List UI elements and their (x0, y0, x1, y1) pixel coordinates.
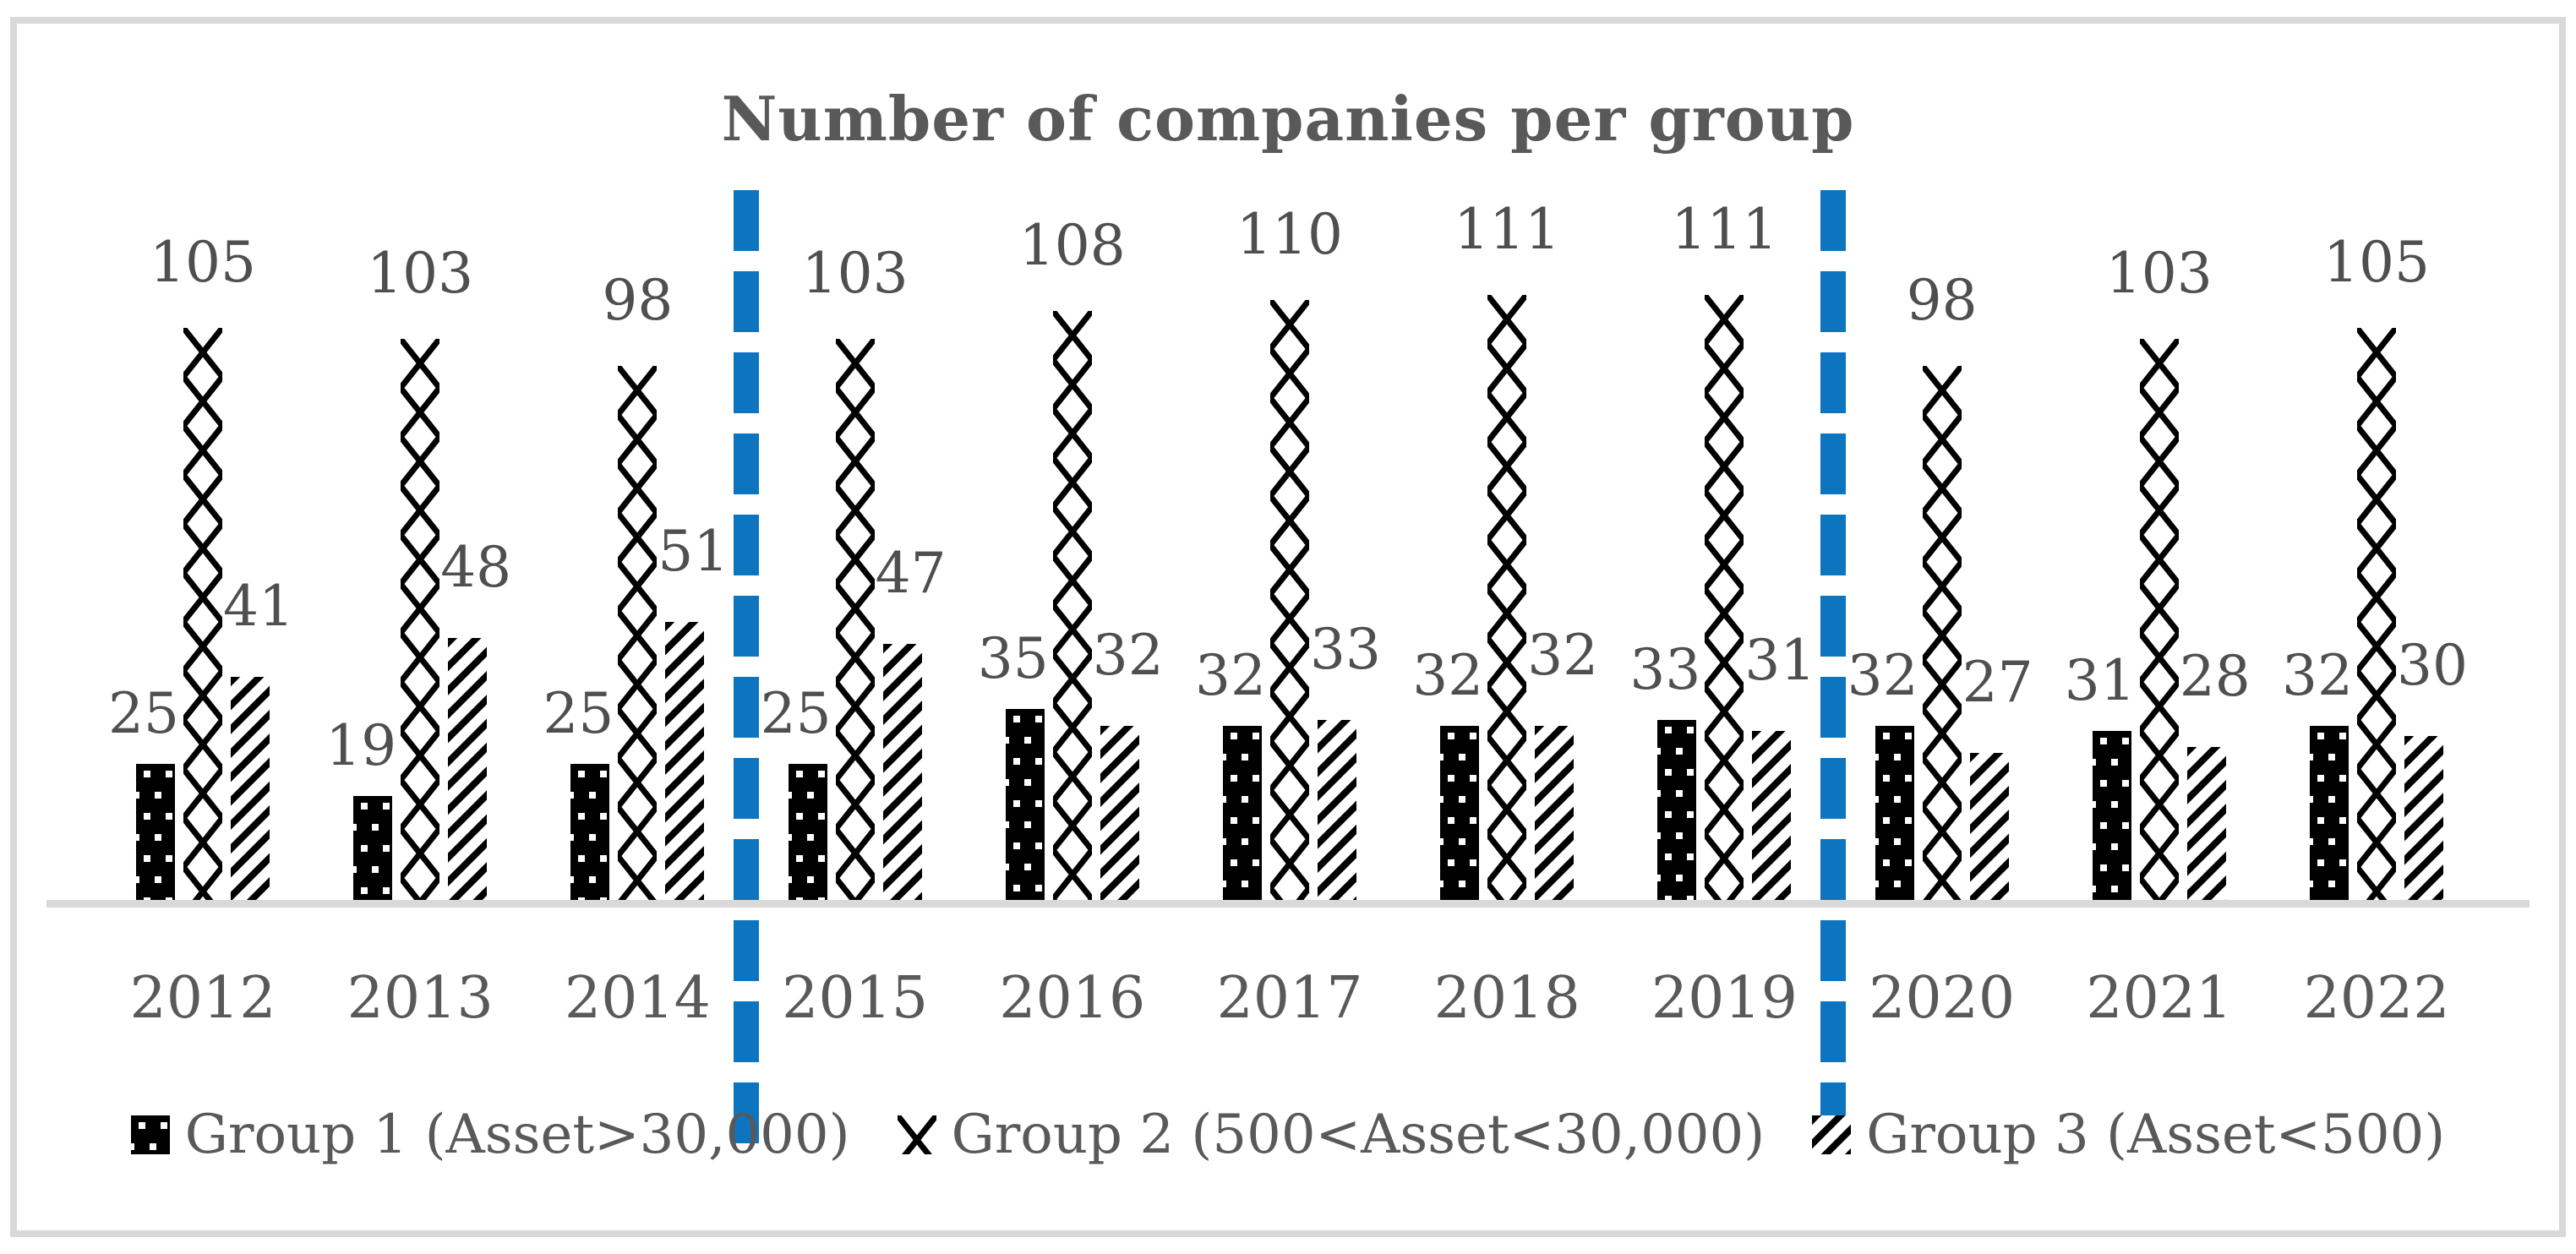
bar-group1-2020 (1875, 726, 1914, 900)
x-axis-label-2016: 2016 (999, 965, 1146, 1032)
bar-group2-2012 (183, 328, 222, 900)
bar-group3-2014 (665, 622, 705, 900)
x-axis-label-2022: 2022 (2303, 965, 2450, 1032)
data-label-group2-2012: 105 (150, 230, 256, 295)
data-label-group1-2013: 19 (325, 713, 397, 778)
bar-group2-2021 (2139, 339, 2179, 900)
legend: Group 1 (Asset>30,000) Group 2 (500<Asse… (0, 1104, 2576, 1166)
bar-group2-2019 (1705, 295, 1744, 900)
data-label-group3-2014: 51 (658, 519, 729, 584)
bar-group1-2016 (1005, 709, 1045, 900)
data-label-group3-2017: 33 (1310, 617, 1381, 682)
data-label-group3-2018: 32 (1527, 623, 1599, 688)
bar-group2-2013 (401, 339, 440, 900)
x-axis-label-2013: 2013 (347, 965, 494, 1032)
bar-group3-2019 (1752, 731, 1792, 900)
x-axis-label-2015: 2015 (782, 965, 929, 1032)
bar-group3-2022 (2404, 736, 2443, 900)
data-label-group2-2021: 103 (2105, 241, 2213, 306)
data-label-group2-2020: 98 (1906, 268, 1978, 333)
bar-group1-2012 (136, 764, 175, 900)
data-label-group1-2016: 35 (977, 626, 1049, 691)
bar-group1-2021 (2092, 731, 2131, 900)
data-label-group3-2022: 30 (2397, 633, 2468, 698)
data-label-group1-2012: 25 (108, 681, 179, 746)
data-label-group3-2016: 32 (1092, 623, 1164, 688)
bar-group2-2022 (2357, 328, 2396, 900)
x-axis-label-2018: 2018 (1433, 965, 1580, 1032)
x-axis-label-2014: 2014 (564, 965, 711, 1032)
bar-group2-2018 (1487, 295, 1527, 900)
x-axis-label-2017: 2017 (1216, 965, 1363, 1032)
data-label-group1-2018: 32 (1412, 643, 1484, 708)
bar-group1-2022 (2310, 726, 2349, 900)
legend-label-group3: Group 3 (Asset<500) (1866, 1104, 2446, 1166)
data-label-group1-2021: 31 (2064, 648, 2136, 713)
data-label-group2-2013: 103 (367, 241, 474, 306)
data-label-group3-2019: 31 (1744, 628, 1816, 693)
bar-group2-2017 (1270, 300, 1309, 900)
legend-item-group3: Group 3 (Asset<500) (1812, 1104, 2445, 1166)
data-label-group3-2020: 27 (1962, 650, 2033, 715)
data-label-group1-2020: 32 (1847, 643, 1918, 708)
bar-group1-2013 (353, 796, 393, 900)
data-label-group2-2015: 103 (801, 241, 909, 306)
bar-group1-2018 (1440, 726, 1480, 900)
data-label-group2-2019: 111 (1671, 197, 1778, 262)
separator-line-2 (1820, 190, 1846, 1145)
data-label-group3-2013: 48 (440, 535, 512, 600)
bar-group2-2015 (835, 339, 875, 900)
bar-group1-2017 (1223, 726, 1262, 900)
bar-group3-2013 (448, 638, 488, 900)
bar-group3-2018 (1535, 726, 1575, 900)
bar-group2-2020 (1922, 366, 1962, 900)
group1-dots-swatch-icon (130, 1115, 170, 1154)
data-label-group2-2017: 110 (1236, 202, 1343, 267)
data-label-group2-2014: 98 (602, 268, 674, 333)
x-axis-label-2012: 2012 (129, 965, 276, 1032)
bar-group3-2017 (1318, 720, 1356, 900)
data-label-group1-2022: 32 (2282, 643, 2353, 708)
legend-label-group2: Group 2 (500<Asset<30,000) (951, 1104, 1766, 1166)
bar-group3-2020 (1969, 753, 2009, 900)
data-label-group1-2015: 25 (760, 681, 832, 746)
legend-item-group2: Group 2 (500<Asset<30,000) (897, 1104, 1766, 1166)
bar-group3-2016 (1100, 726, 1139, 900)
data-label-group2-2016: 108 (1018, 213, 1126, 278)
bar-group3-2012 (231, 677, 270, 900)
data-label-group2-2018: 111 (1454, 197, 1561, 262)
bar-group3-2021 (2186, 747, 2226, 900)
legend-label-group1: Group 1 (Asset>30,000) (184, 1104, 850, 1166)
group3-diagonal-swatch-icon (1812, 1115, 1852, 1154)
data-label-group3-2015: 47 (875, 541, 947, 606)
bar-group1-2014 (570, 764, 610, 900)
x-axis-label-2019: 2019 (1651, 965, 1798, 1032)
data-label-group2-2022: 105 (2323, 230, 2430, 295)
x-axis-label-2021: 2021 (2086, 965, 2233, 1032)
group2-crosshatch-swatch-icon (897, 1115, 936, 1154)
chart-title: Number of companies per group (721, 83, 1855, 155)
bar-group1-2019 (1657, 720, 1697, 900)
bar-group2-2016 (1052, 311, 1092, 900)
data-label-group1-2019: 33 (1629, 637, 1701, 702)
data-label-group3-2021: 28 (2179, 644, 2251, 709)
x-axis-line (46, 900, 2530, 908)
legend-item-group1: Group 1 (Asset>30,000) (130, 1104, 850, 1166)
data-label-group1-2017: 32 (1195, 643, 1266, 708)
separator-line-1 (734, 190, 759, 1145)
x-axis-label-2020: 2020 (1869, 965, 2016, 1032)
bar-group1-2015 (788, 764, 827, 900)
bar-group3-2015 (882, 644, 922, 900)
data-label-group3-2012: 41 (223, 574, 294, 639)
data-label-group1-2014: 25 (543, 681, 614, 746)
bar-group2-2014 (618, 366, 658, 900)
